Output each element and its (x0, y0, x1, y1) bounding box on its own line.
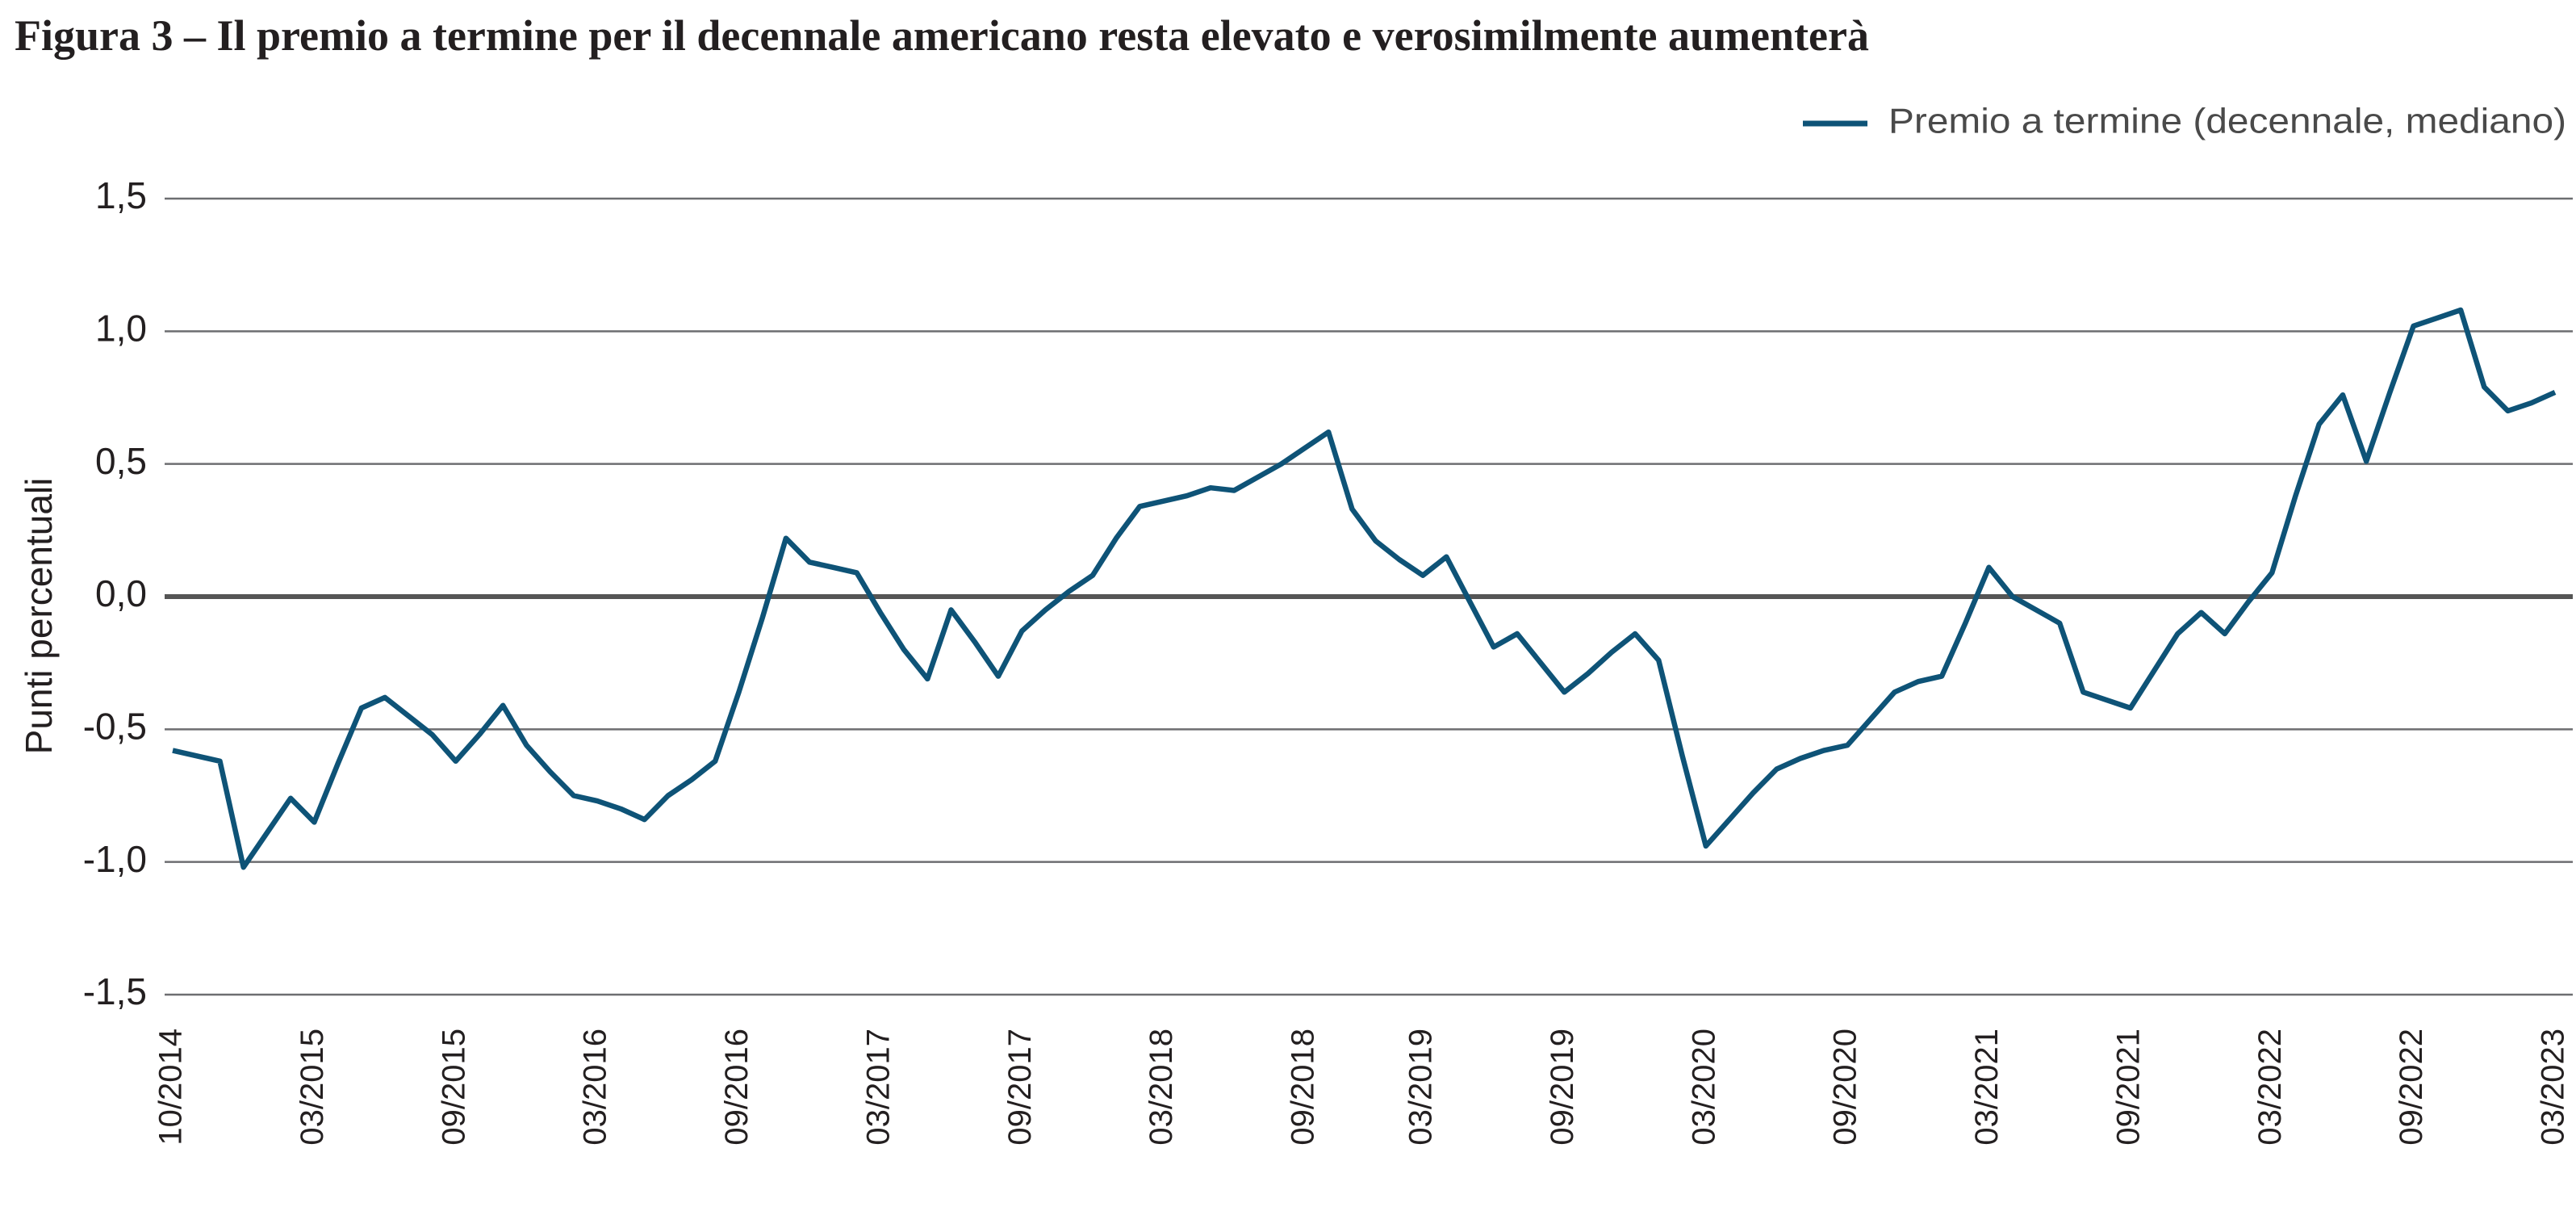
x-tick-label: 09/2017 (1002, 1029, 1038, 1146)
x-tick-label: 09/2016 (719, 1029, 755, 1146)
x-tick-label: 09/2022 (2394, 1029, 2429, 1146)
y-tick-label: -1,5 (83, 970, 147, 1012)
y-tick-label: -1,0 (83, 838, 147, 880)
x-tick-label: 09/2018 (1285, 1029, 1320, 1146)
y-axis-label: Punti percentuali (18, 478, 60, 755)
chart-title: Figura 3 – Il premio a termine per il de… (15, 11, 1869, 60)
x-tick-label: 09/2015 (436, 1029, 471, 1146)
x-tick-label: 03/2018 (1144, 1029, 1179, 1146)
x-tick-label: 03/2023 (2536, 1029, 2571, 1146)
y-tick-label: 1,5 (95, 174, 147, 216)
x-tick-label: 03/2019 (1403, 1029, 1439, 1146)
x-tick-label: 03/2016 (578, 1029, 613, 1146)
x-tick-label: 03/2021 (1969, 1029, 2005, 1146)
x-tick-label: 03/2015 (295, 1029, 330, 1146)
y-tick-label: 1,0 (95, 307, 147, 349)
x-tick-label: 03/2022 (2252, 1029, 2288, 1146)
x-tick-label: 09/2021 (2110, 1029, 2146, 1146)
x-tick-label: 09/2020 (1828, 1029, 1863, 1146)
x-tick-label: 03/2020 (1686, 1029, 1721, 1146)
x-tick-label: 09/2019 (1545, 1029, 1580, 1146)
x-tick-label: 10/2014 (153, 1029, 189, 1146)
y-tick-label: -0,5 (83, 705, 147, 747)
x-tick-label: 03/2017 (860, 1029, 896, 1146)
y-tick-label: 0,0 (95, 572, 147, 614)
legend-label: Premio a termine (decennale, mediano) (1888, 102, 2566, 141)
y-tick-label: 0,5 (95, 440, 147, 482)
data-line (172, 307, 2557, 870)
